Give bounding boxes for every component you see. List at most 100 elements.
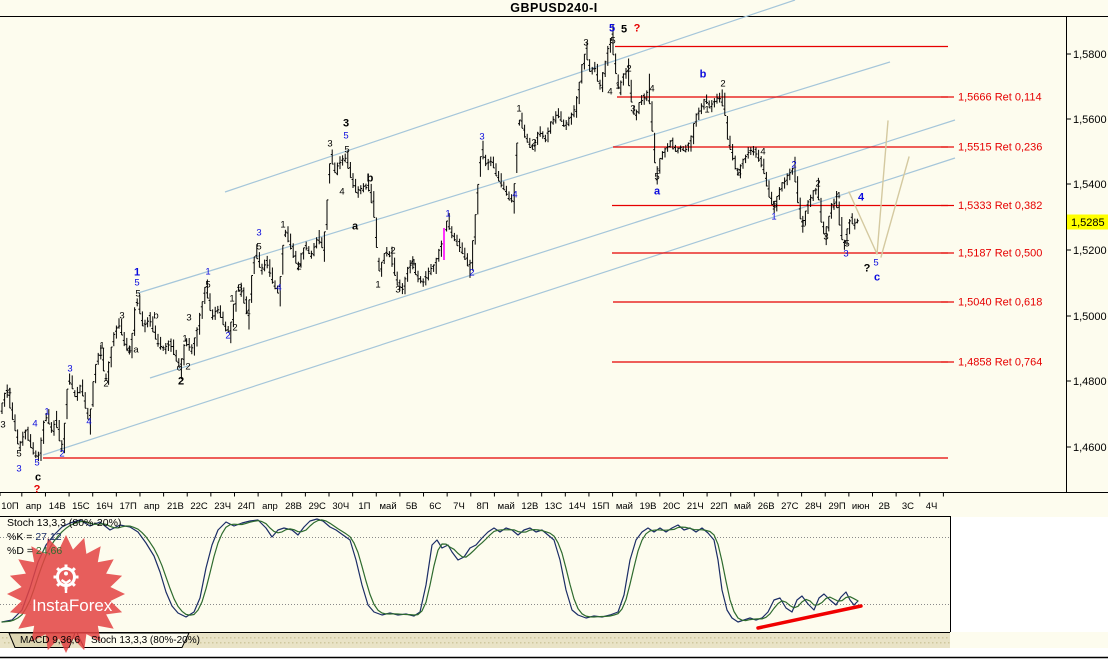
wave-label: 1	[229, 294, 234, 305]
tab-strip-dot	[72, 642, 74, 644]
tab-stoch[interactable]: Stoch 13,3,3 (80%-20%)	[91, 635, 200, 646]
wave-label: a	[133, 345, 139, 356]
tab-strip-dot	[216, 642, 218, 644]
wave-label: 4	[512, 190, 517, 201]
tab-strip-dot	[544, 642, 546, 644]
tab-strip-dot	[468, 642, 470, 644]
tab-strip-dot	[302, 637, 304, 639]
tab-strip-dot	[640, 642, 642, 644]
forecast-line	[848, 120, 889, 255]
tab-strip-dot	[586, 637, 588, 639]
tab-strip-dot	[734, 637, 736, 639]
wave-label: b	[153, 311, 158, 322]
logo-gear-tooth	[56, 567, 61, 572]
wave-label: ?	[34, 484, 41, 496]
tab-strip-dot	[370, 637, 372, 639]
tab-strip-dot	[492, 642, 494, 644]
tab-strip-dot	[652, 642, 654, 644]
tab-strip-dot	[682, 637, 684, 639]
tab-strip-dot	[502, 637, 504, 639]
tab-strip-dot	[512, 642, 514, 644]
tab-strip-dot	[316, 642, 318, 644]
tab-strip-dot	[938, 637, 940, 639]
tab-strip-dot	[518, 637, 520, 639]
tab-strip-dot	[288, 642, 290, 644]
tab-strip-dot	[694, 637, 696, 639]
wave-label: 5	[205, 280, 210, 291]
tab-strip-dot	[244, 642, 246, 644]
tab-strip-dot	[840, 642, 842, 644]
wave-label: 3	[395, 285, 400, 296]
tab-strip-dot	[410, 637, 412, 639]
time-axis-label: 30Ч	[332, 501, 349, 512]
tab-strip-dot	[380, 642, 382, 644]
tab-strip-dot	[192, 642, 194, 644]
tab-strip-dot	[634, 637, 636, 639]
logo-gear-tooth	[71, 582, 76, 587]
tab-strip-dot	[294, 637, 296, 639]
tab-strip-dot	[934, 637, 936, 639]
wave-label: c	[874, 272, 880, 284]
tab-strip-dot	[450, 637, 452, 639]
tab-strip-dot	[626, 637, 628, 639]
current-price-tag	[1067, 214, 1108, 230]
tab-strip-dot	[704, 642, 706, 644]
tab-strip-dot	[470, 637, 472, 639]
tab-strip-dot	[422, 637, 424, 639]
tab-strip-dot	[552, 642, 554, 644]
time-axis-label: 13С	[545, 501, 563, 512]
tab-strip-dot	[588, 642, 590, 644]
tab-strip-dot	[540, 642, 542, 644]
time-axis-label: 21Ч	[687, 501, 704, 512]
tab-strip-dot	[930, 637, 932, 639]
tab-strip-dot	[336, 642, 338, 644]
tab-strip-dot	[614, 637, 616, 639]
time-axis-label: 24П	[238, 501, 256, 512]
panel-right-gap	[950, 517, 1108, 632]
tab-strip-dot	[558, 637, 560, 639]
tab-strip-dot	[270, 637, 272, 639]
tab-strip-dot	[738, 637, 740, 639]
tab-strip-dot	[630, 637, 632, 639]
tab-strip-dot	[846, 637, 848, 639]
tab-strip-dot	[344, 642, 346, 644]
tab-strip-dot	[508, 642, 510, 644]
tab-strip-dot	[188, 642, 190, 644]
tab-strip-dot	[440, 642, 442, 644]
wave-label: 1	[134, 267, 140, 279]
tab-strip-dot	[832, 642, 834, 644]
tab-strip-dot	[232, 642, 234, 644]
tab-strip-dot	[924, 642, 926, 644]
tab-strip-dot	[844, 642, 846, 644]
wave-label: 2	[815, 179, 820, 190]
tab-strip-dot	[514, 637, 516, 639]
tab-strip-dot	[848, 642, 850, 644]
tab-strip-dot	[696, 642, 698, 644]
tab-strip-dot	[944, 642, 946, 644]
tab-macd[interactable]: MACD 9,36,6	[20, 635, 81, 646]
tab-strip-dot	[320, 642, 322, 644]
wave-label: 5	[34, 458, 39, 469]
tab-strip-dot	[618, 637, 620, 639]
tab-strip-dot	[902, 637, 904, 639]
tab-strip-dot	[230, 637, 232, 639]
stoch-k-line	[1, 518, 859, 623]
tab-strip-dot	[360, 642, 362, 644]
time-axis-label: 27С	[781, 501, 799, 512]
tab-strip-dot	[680, 642, 682, 644]
tab-strip-dot	[462, 637, 464, 639]
tab-strip-dot	[754, 637, 756, 639]
tab-strip-dot	[542, 637, 544, 639]
wave-label: b	[367, 173, 374, 185]
tab-strip-dot	[276, 642, 278, 644]
tab-strip-dot	[636, 642, 638, 644]
tab-strip-dot	[912, 642, 914, 644]
tab-strip-dot	[572, 642, 574, 644]
tab-strip-dot	[482, 637, 484, 639]
tab-strip-dot	[646, 637, 648, 639]
tab-strip-dot	[194, 637, 196, 639]
tab-strip-dot	[342, 637, 344, 639]
wave-label: a	[352, 221, 359, 233]
tab-strip-dot	[452, 642, 454, 644]
